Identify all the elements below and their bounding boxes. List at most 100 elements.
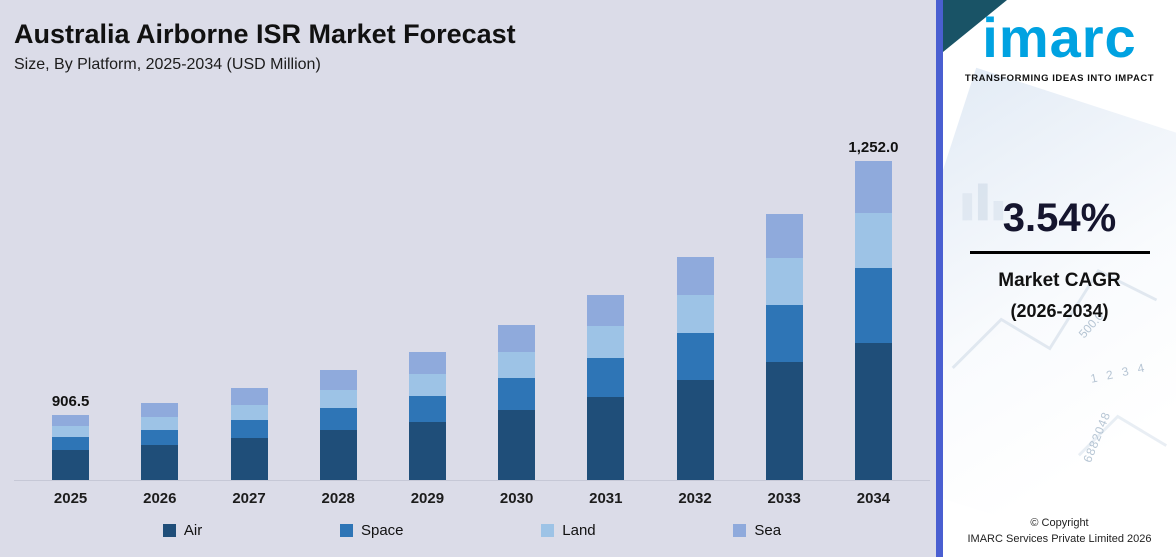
legend-label: Sea xyxy=(754,522,782,539)
legend-item-space: Space xyxy=(339,522,404,539)
bar-segment-sea xyxy=(676,257,714,295)
copyright-line2: IMARC Services Private Limited 2026 xyxy=(967,533,1152,546)
bar-segment-space xyxy=(319,408,357,430)
bar-segment-sea xyxy=(141,403,179,417)
stacked-bar xyxy=(408,352,446,480)
stacked-bar xyxy=(230,388,268,480)
bar-segment-land xyxy=(52,426,90,437)
legend-label: Air xyxy=(183,522,203,539)
bar-segment-air xyxy=(52,450,90,480)
bar-segment-air xyxy=(587,397,625,480)
copyright-notice: © Copyright IMARC Services Private Limit… xyxy=(943,516,1176,548)
x-axis-label: 2028 xyxy=(321,490,355,507)
imarc-logo-text: imarc xyxy=(982,6,1137,69)
legend-swatch xyxy=(733,524,747,537)
chart-subtitle: Size, By Platform, 2025-2034 (USD Millio… xyxy=(14,56,321,74)
bar-value-label: 906.5 xyxy=(51,393,90,410)
bar-segment-land xyxy=(230,405,268,420)
bar-segment-space xyxy=(854,268,892,343)
bar-column xyxy=(294,84,383,480)
bar-segment-space xyxy=(765,305,803,362)
bar-segment-land xyxy=(319,390,357,408)
bar-segment-sea xyxy=(52,415,90,426)
cagr-years: (2026-2034) xyxy=(1010,301,1109,321)
bar-segment-sea xyxy=(230,388,268,405)
bar-column xyxy=(383,84,472,480)
bar-segment-space xyxy=(408,396,446,422)
x-axis-label: 2030 xyxy=(499,490,534,507)
bar-segment-space xyxy=(141,430,179,445)
bar-column xyxy=(561,84,650,480)
bar-segment-land xyxy=(676,295,714,333)
bar-segment-air xyxy=(230,438,268,480)
bar-segment-land xyxy=(498,352,536,378)
imarc-logo: imarc TRANSFORMING IDEAS INTO IMPACT xyxy=(964,6,1155,85)
bar-segment-sea xyxy=(408,352,446,374)
cagr-underline xyxy=(969,251,1150,254)
x-axis-label: 2025 xyxy=(53,490,88,507)
bar-column: 906.5 xyxy=(26,84,115,480)
bar-column xyxy=(740,84,829,480)
bar-segment-space xyxy=(498,378,536,410)
bar-segment-sea xyxy=(587,295,625,326)
bar-segment-space xyxy=(676,333,714,380)
legend-label: Land xyxy=(562,522,596,539)
x-axis-label: 2031 xyxy=(589,490,623,507)
chart-area: Australia Airborne ISR Market Forecast S… xyxy=(14,19,930,549)
legend: Air Space Land Sea xyxy=(14,507,930,549)
x-axis: 2025 2026 2027 2028 2029 2030 2031 2032 2033 2034 xyxy=(14,490,930,507)
bar-segment-air xyxy=(319,430,357,480)
cagr-label: Market CAGR xyxy=(998,270,1121,291)
stacked-bar xyxy=(854,161,892,480)
x-axis-label: 2032 xyxy=(678,490,712,507)
bar-segment-space xyxy=(587,358,625,397)
copyright-line1: © Copyright xyxy=(1030,517,1089,530)
bar-segment-air xyxy=(408,422,446,480)
bar-segment-sea xyxy=(765,214,803,258)
x-axis-label: 2027 xyxy=(232,490,266,507)
bar-segment-sea xyxy=(498,325,536,352)
logo-tagline: TRANSFORMING IDEAS INTO IMPACT xyxy=(964,73,1155,84)
bar-segment-air xyxy=(676,380,714,480)
watermark-text: 6882048 xyxy=(1080,409,1114,465)
x-axis-label: 2033 xyxy=(767,490,801,507)
bar-segment-air xyxy=(765,362,803,480)
bar-segment-sea xyxy=(854,161,892,213)
x-axis-label: 2029 xyxy=(410,490,445,507)
cagr-value: 3.54% xyxy=(1002,196,1117,240)
stacked-bar xyxy=(52,415,90,480)
x-axis-label: 2026 xyxy=(143,490,177,507)
bar-segment-land xyxy=(854,213,892,268)
stacked-bar-plot: 906.5 1,252.0 xyxy=(14,84,930,481)
bar-segment-land xyxy=(765,258,803,305)
legend-label: Space xyxy=(360,522,404,539)
bar-segment-land xyxy=(141,417,179,430)
stacked-bar xyxy=(765,214,803,480)
bar-column xyxy=(204,84,293,480)
stacked-bar xyxy=(676,257,714,480)
bar-column xyxy=(115,84,204,480)
bar-value-label: 1,252.0 xyxy=(848,139,899,156)
bar-column: 1,252.0 xyxy=(829,84,918,480)
stacked-bar xyxy=(141,403,179,480)
bar-segment-air xyxy=(854,343,892,480)
bar-segment-space xyxy=(52,437,90,450)
bar-column xyxy=(650,84,739,480)
bar-segment-land xyxy=(408,374,446,396)
legend-item-sea: Sea xyxy=(733,522,781,539)
bar-segment-air xyxy=(141,445,179,480)
cagr-block: 3.54% Market CAGR (2026-2034) xyxy=(969,196,1150,322)
x-axis-label: 2034 xyxy=(856,490,891,507)
legend-swatch xyxy=(339,524,353,537)
bar-segment-air xyxy=(498,410,536,480)
stacked-bar xyxy=(498,325,536,480)
watermark-text: 1 2 3 4 xyxy=(1089,360,1149,386)
bar-column xyxy=(472,84,561,480)
legend-swatch xyxy=(162,524,176,537)
legend-item-land: Land xyxy=(541,522,596,539)
stacked-bar xyxy=(587,295,625,480)
chart-title: Australia Airborne ISR Market Forecast xyxy=(14,19,516,49)
bar-segment-space xyxy=(230,420,268,438)
legend-item-air: Air xyxy=(162,522,203,539)
